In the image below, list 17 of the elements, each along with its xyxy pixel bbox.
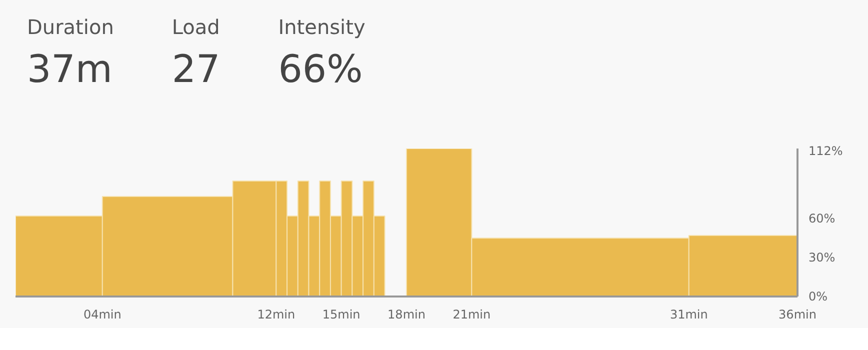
x-tick-label: 31min <box>670 308 708 322</box>
y-tick-label: 0% <box>808 290 828 304</box>
y-tick-label: 112% <box>808 144 843 158</box>
x-tick-label: 36min <box>778 308 816 322</box>
x-tick-label: 18min <box>388 308 426 322</box>
text: 37m <box>27 47 114 91</box>
x-tick-label: 04min <box>83 308 122 322</box>
x-tick-label: 12min <box>257 308 296 322</box>
text: Duration <box>27 15 114 39</box>
y-tick-label: 30% <box>808 250 836 265</box>
text: 66% <box>278 47 364 91</box>
x-tick-label: 21min <box>452 308 491 322</box>
text: Load <box>172 15 220 39</box>
x-tick-label: 15min <box>322 308 360 322</box>
y-tick-label: 60% <box>808 212 836 226</box>
text: 27 <box>172 47 220 91</box>
text: Intensity <box>278 15 366 39</box>
